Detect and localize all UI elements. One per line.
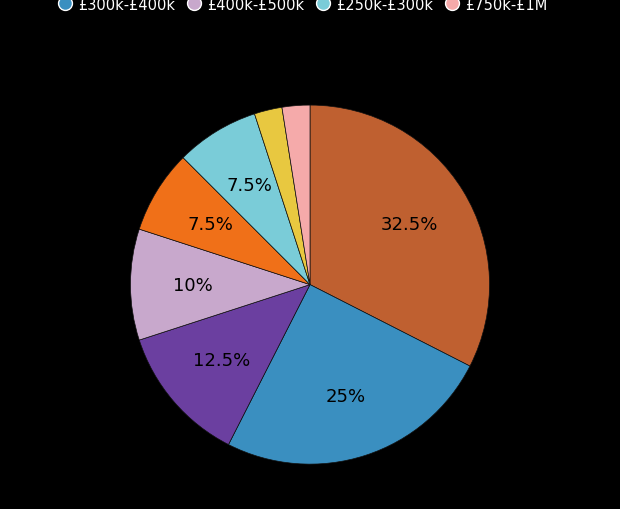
Wedge shape xyxy=(140,158,310,285)
Wedge shape xyxy=(229,285,470,464)
Text: 25%: 25% xyxy=(326,387,366,405)
Text: 7.5%: 7.5% xyxy=(226,177,272,195)
Text: 7.5%: 7.5% xyxy=(188,215,234,233)
Wedge shape xyxy=(130,230,310,341)
Wedge shape xyxy=(310,106,490,366)
Text: 32.5%: 32.5% xyxy=(381,215,438,233)
Text: 10%: 10% xyxy=(174,276,213,294)
Text: 12.5%: 12.5% xyxy=(193,352,250,370)
Wedge shape xyxy=(282,106,310,285)
Wedge shape xyxy=(183,115,310,285)
Wedge shape xyxy=(255,108,310,285)
Legend: £200k-£250k, £300k-£400k, £500k-£750k, £400k-£500k, £150k-£200k, £250k-£300k, £1: £200k-£250k, £300k-£400k, £500k-£750k, £… xyxy=(51,0,569,19)
Wedge shape xyxy=(140,285,310,445)
